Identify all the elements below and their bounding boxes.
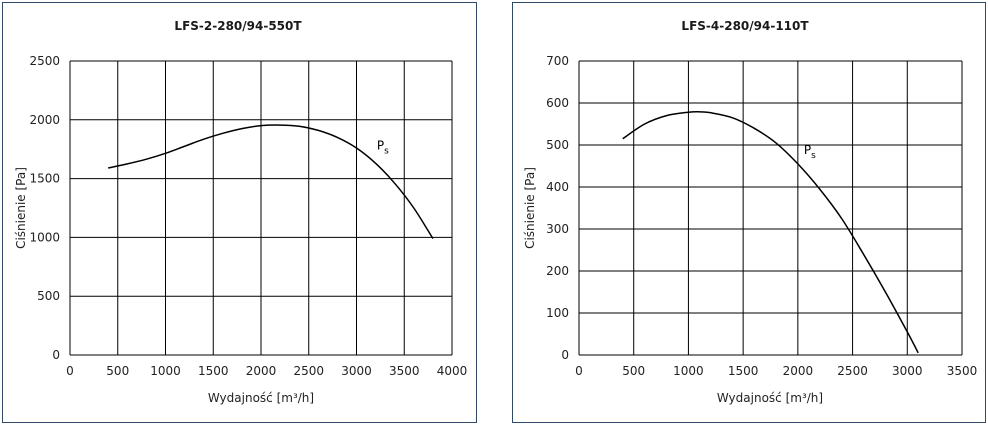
y-tick-label: 2000 — [29, 113, 60, 127]
x-tick-label: 2500 — [837, 364, 868, 378]
x-axis-label: Wydajność [m³/h] — [717, 391, 823, 405]
x-tick-label: 500 — [622, 364, 645, 378]
y-tick-label: 1000 — [29, 230, 60, 244]
series-line-Ps — [622, 111, 919, 354]
y-tick-label: 100 — [546, 306, 569, 320]
series-line-Ps — [108, 124, 434, 239]
x-tick-label: 1500 — [198, 364, 229, 378]
chart-1: LFS-2-280/94-550T 0 500 1000 1500 2000 2500 300… — [14, 19, 467, 405]
x-tick-label: 3000 — [341, 364, 372, 378]
y-tick-label: 0 — [52, 348, 60, 362]
x-axis-label: Wydajność [m³/h] — [208, 391, 314, 405]
y-tick-label: 700 — [546, 54, 569, 68]
y-tick-label: 300 — [546, 222, 569, 236]
y-tick-label: 600 — [546, 96, 569, 110]
series-label: Ps — [804, 143, 816, 161]
x-tick-label: 1000 — [150, 364, 181, 378]
x-tick-label: 0 — [575, 364, 583, 378]
chart-title: LFS-4-280/94-110T — [681, 19, 809, 33]
y-tick-label: 400 — [546, 180, 569, 194]
y-tick-label: 1500 — [29, 172, 60, 186]
x-tick-label: 4000 — [437, 364, 468, 378]
y-axis-label: Ciśnienie [Pa] — [523, 167, 537, 249]
x-tick-label: 2500 — [293, 364, 324, 378]
x-tick-label: 2000 — [246, 364, 277, 378]
y-tick-label: 500 — [546, 138, 569, 152]
x-tick-label: 500 — [106, 364, 129, 378]
series-label: Ps — [377, 138, 389, 156]
chart-panel-1 — [2, 2, 477, 423]
y-tick-label: 0 — [561, 348, 569, 362]
x-tick-label: 1500 — [728, 364, 759, 378]
x-tick-label: 2000 — [783, 364, 814, 378]
y-tick-label: 2500 — [29, 54, 60, 68]
x-tick-label: 3500 — [947, 364, 978, 378]
y-tick-label: 200 — [546, 264, 569, 278]
chart-title: LFS-2-280/94-550T — [174, 19, 302, 33]
y-axis-label: Ciśnienie [Pa] — [14, 167, 28, 249]
x-tick-label: 1000 — [673, 364, 704, 378]
y-tick-label: 500 — [37, 289, 60, 303]
x-tick-label: 0 — [66, 364, 74, 378]
x-tick-label: 3500 — [389, 364, 420, 378]
x-tick-label: 3000 — [892, 364, 923, 378]
